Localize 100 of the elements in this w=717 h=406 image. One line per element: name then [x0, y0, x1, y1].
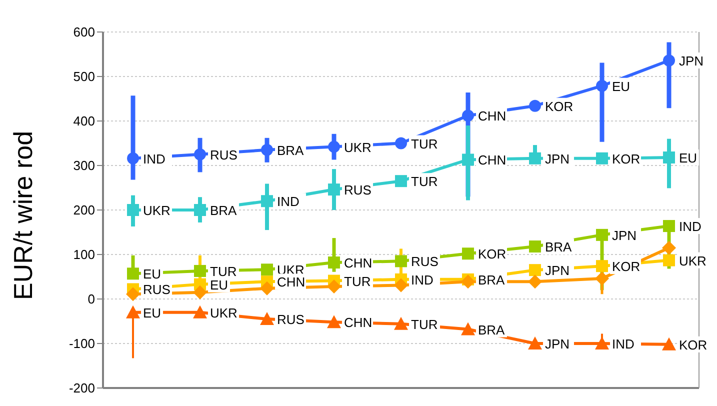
data-label: TUR [411, 174, 438, 190]
data-label: EU [143, 305, 162, 320]
point [528, 336, 542, 350]
point [596, 80, 608, 92]
data-label: UKR [210, 305, 238, 320]
data-label: UKR [143, 203, 170, 218]
point [328, 256, 340, 269]
data-label: RUS [411, 254, 439, 270]
data-label: CHN [344, 315, 372, 330]
point [260, 312, 274, 326]
point [194, 204, 206, 216]
y-tick-label: 0 [88, 292, 95, 307]
data-label: JPN [545, 263, 570, 278]
y-tick-label: 200 [73, 202, 95, 218]
y-axis-title: EUR/t wire rod [8, 130, 38, 300]
point [462, 110, 474, 122]
data-label: IND [411, 272, 434, 288]
data-label: TUR [210, 264, 237, 279]
point [327, 280, 341, 294]
data-label: TUR [344, 274, 371, 289]
point [462, 248, 474, 260]
data-label: RUS [344, 182, 372, 198]
data-label: EU [612, 78, 630, 94]
point [595, 336, 609, 350]
data-label: JPN [545, 151, 570, 166]
data-label: JPN [679, 53, 704, 68]
data-label: RUS [143, 282, 171, 298]
point [328, 140, 340, 153]
data-label: IND [143, 151, 166, 166]
y-tick-label: -200 [68, 380, 95, 396]
point [395, 175, 407, 188]
data-label: KOR [545, 98, 574, 114]
y-tick-label: 300 [73, 158, 95, 174]
data-label: BRA [478, 322, 506, 338]
y-tick-label: 100 [73, 247, 95, 262]
data-label: EU [143, 266, 162, 282]
point [462, 154, 474, 166]
data-label: CHN [478, 108, 506, 124]
point [261, 264, 273, 276]
point [663, 151, 675, 164]
point [529, 152, 541, 164]
point [194, 264, 206, 277]
point [528, 274, 542, 289]
point [596, 152, 608, 164]
point [127, 152, 139, 164]
data-label: BRA [210, 203, 238, 218]
point [260, 281, 274, 296]
point [529, 240, 541, 252]
point [461, 274, 475, 289]
point [194, 148, 206, 160]
data-label: BRA [478, 272, 506, 288]
point [126, 305, 140, 318]
data-label: CHN [478, 152, 506, 168]
point [394, 278, 408, 292]
point [127, 204, 139, 216]
point [261, 195, 273, 208]
point [663, 54, 675, 66]
point [662, 240, 676, 255]
point [394, 316, 408, 330]
point [395, 255, 407, 268]
point [327, 315, 341, 328]
data-label: JPN [545, 336, 570, 352]
y-tick-label: 400 [73, 114, 95, 129]
point [529, 100, 541, 112]
data-label: KOR [612, 151, 640, 166]
data-label: CHN [277, 274, 306, 290]
data-label: RUS [277, 312, 305, 328]
y-tick-label: -100 [68, 336, 95, 352]
point [395, 137, 407, 150]
data-label: TUR [411, 136, 438, 152]
data-label: TUR [411, 316, 438, 332]
data-label: KOR [612, 259, 640, 274]
point [127, 268, 139, 280]
data-label: KOR [478, 246, 506, 262]
point [328, 184, 340, 196]
data-label: IND [612, 336, 634, 352]
point [461, 322, 475, 336]
y-tick-label: 500 [73, 69, 95, 84]
point [662, 337, 676, 350]
point [193, 305, 207, 318]
data-label: EU [679, 150, 698, 166]
point [663, 220, 675, 232]
data-label: UKR [679, 253, 706, 268]
data-label: BRA [545, 239, 572, 254]
point [126, 287, 140, 302]
data-label: IND [277, 194, 300, 210]
data-label: IND [679, 219, 702, 234]
y-tick-label: 600 [73, 24, 95, 40]
data-label: EU [210, 277, 228, 292]
point [595, 272, 609, 286]
data-label: KOR [679, 337, 708, 352]
point [193, 285, 207, 300]
point [663, 254, 675, 266]
point [596, 260, 608, 272]
point [596, 228, 608, 241]
point [529, 264, 541, 276]
data-label: RUS [210, 147, 238, 162]
data-label: BRA [277, 142, 304, 158]
point [261, 144, 273, 156]
data-label: CHN [344, 256, 372, 271]
